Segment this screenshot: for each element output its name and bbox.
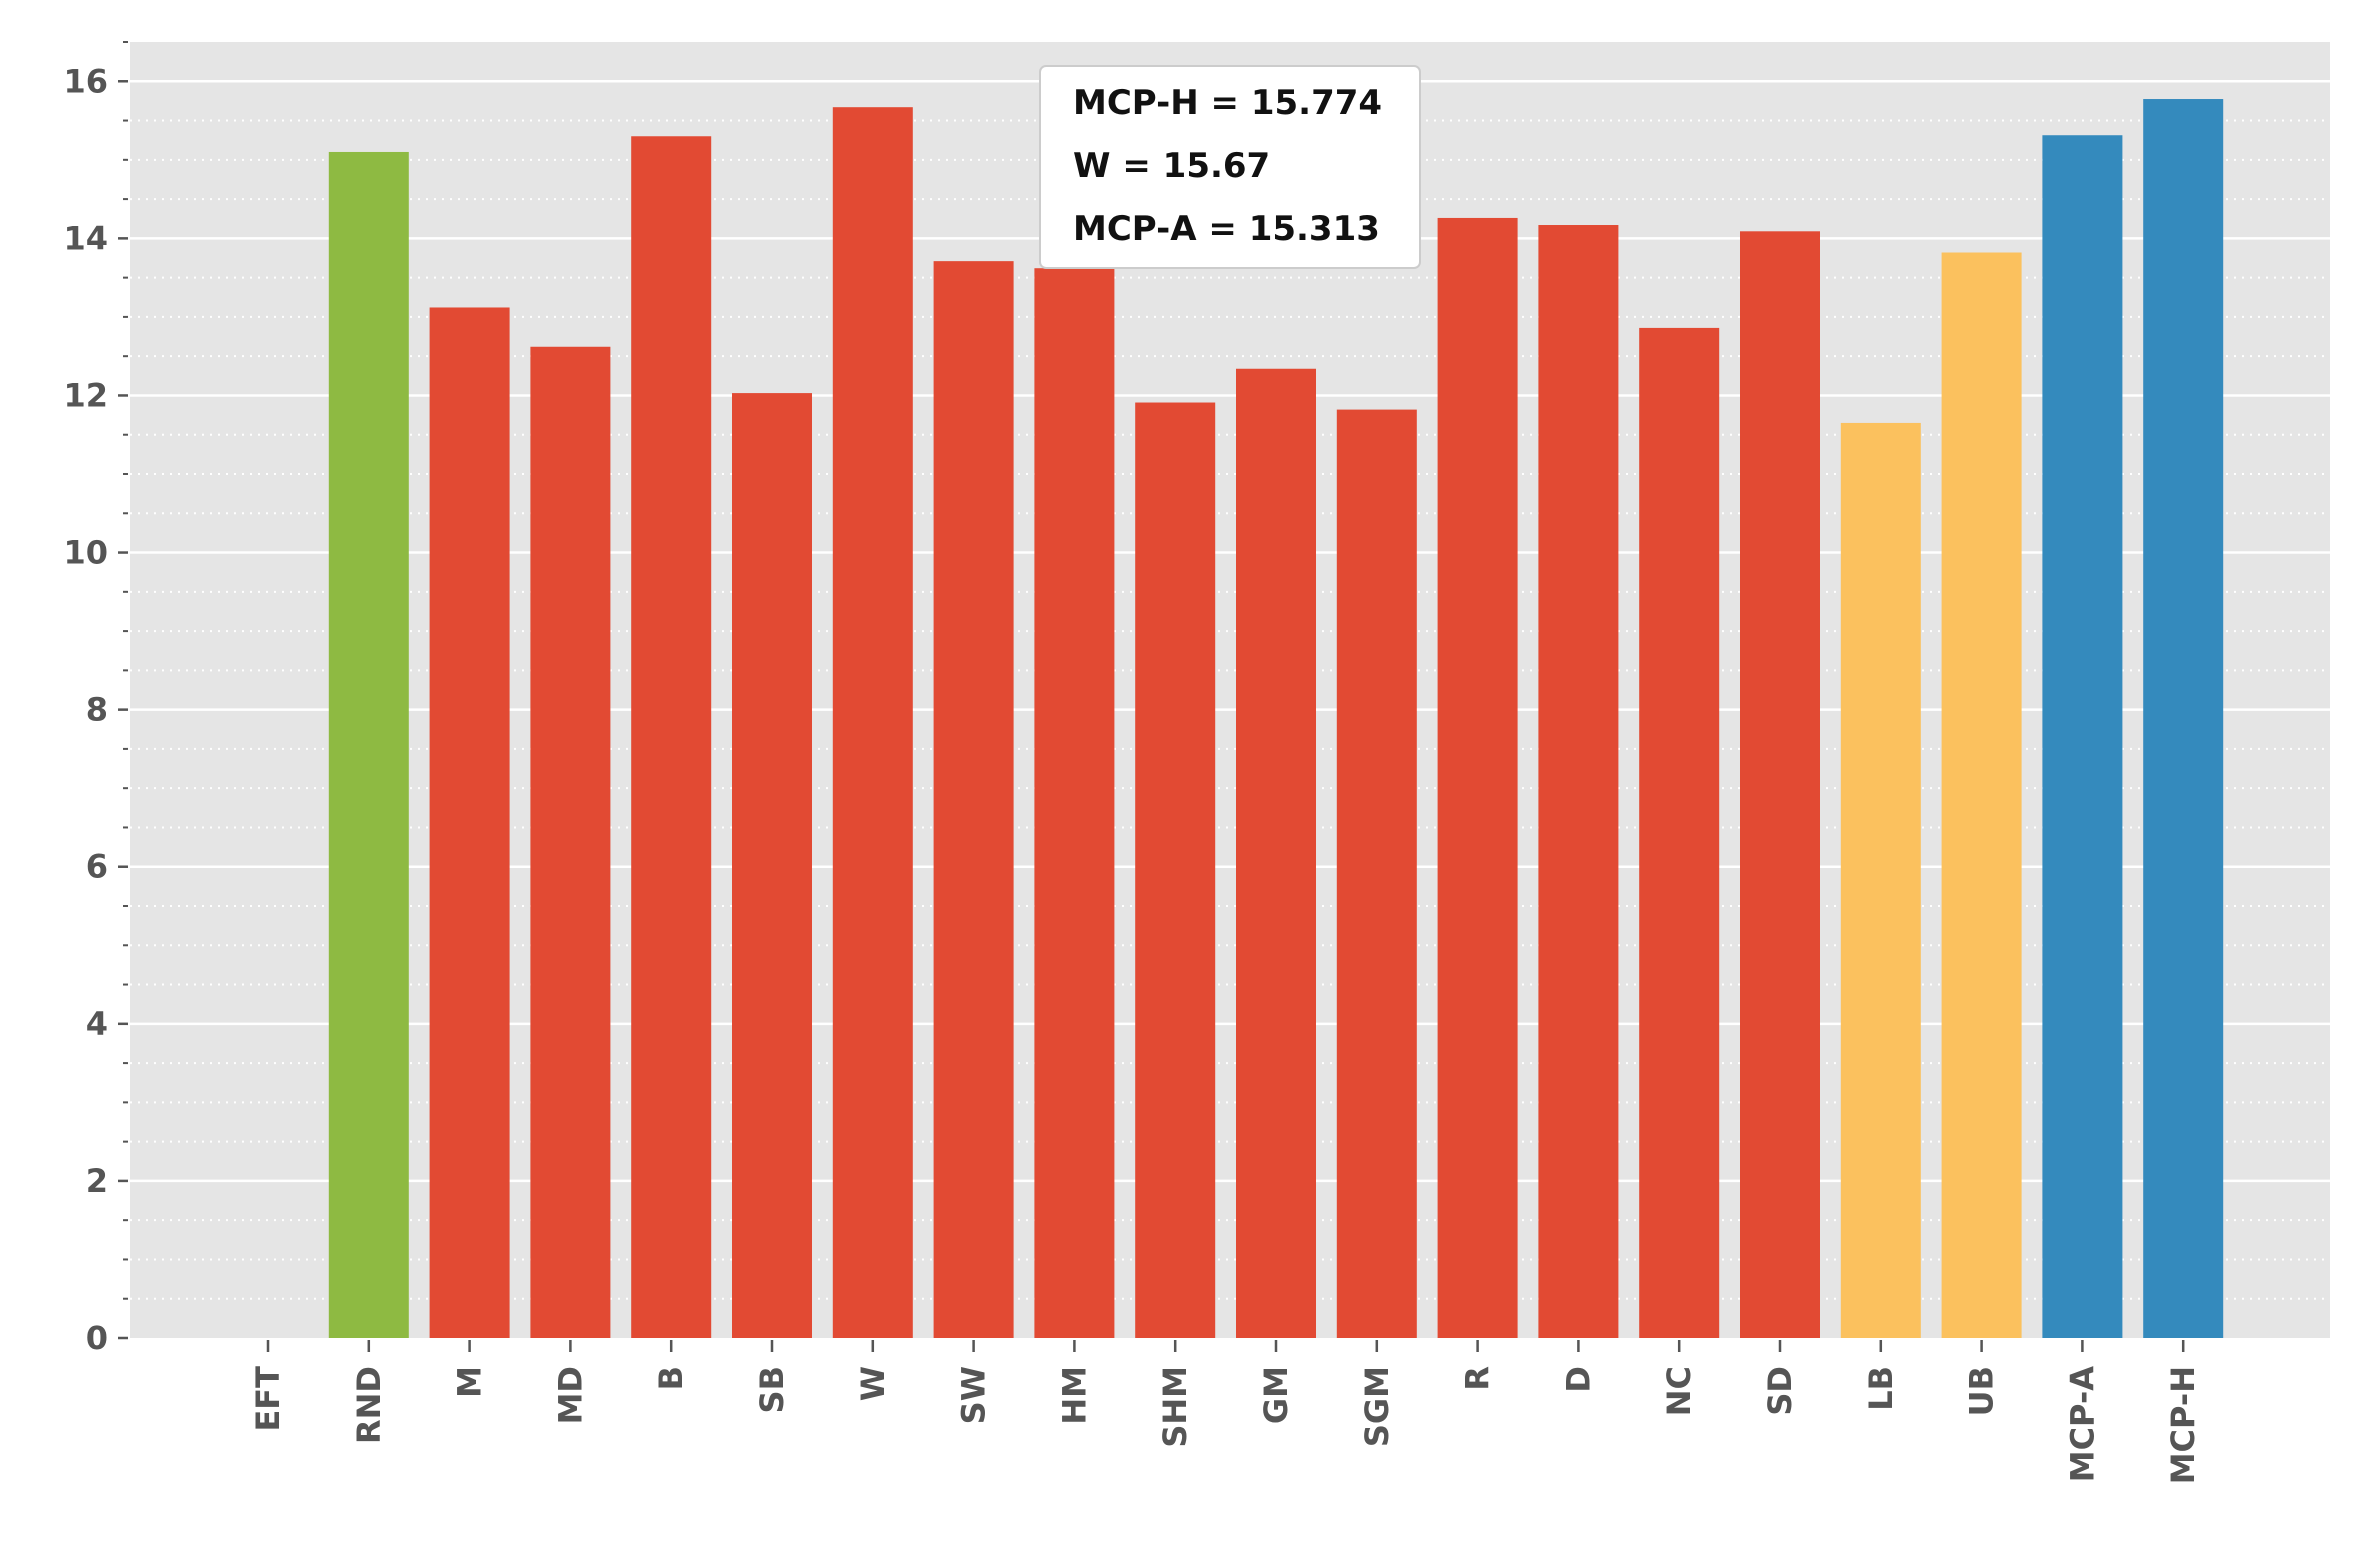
bar-nc — [1639, 327, 1720, 1338]
bar-rnd — [328, 151, 409, 1339]
x-tick-label-sd: SD — [1761, 1366, 1799, 1416]
x-tick-label-b: B — [652, 1366, 690, 1390]
bar-sd — [1740, 231, 1820, 1338]
x-tick-label-rnd: RND — [350, 1366, 388, 1444]
x-tick-label-ub: UB — [1963, 1366, 2001, 1416]
x-tick-label-lb: LB — [1862, 1366, 1900, 1411]
bar-sgm — [1336, 409, 1417, 1338]
y-tick-label: 2 — [86, 1162, 108, 1200]
x-tick-label-sw: SW — [955, 1366, 993, 1424]
y-tick-label: 16 — [63, 62, 108, 100]
x-axis: EFT RND M MD B SB W SW HM SHM GM SGM R D NC SD LB UB MCP-A… — [249, 1340, 2202, 1484]
y-tick-label: 6 — [86, 848, 108, 886]
annotation-line-1: MCP-H = 15.774 — [1073, 83, 1382, 123]
x-tick-label-r: R — [1459, 1366, 1497, 1391]
bar-b — [631, 136, 712, 1339]
bar-r — [1437, 217, 1518, 1339]
bar-ub — [1941, 252, 2022, 1338]
bar-lb — [1840, 422, 1921, 1339]
y-tick-label: 4 — [86, 1005, 108, 1043]
bar-md — [530, 346, 611, 1339]
bar-m — [429, 307, 510, 1338]
annotation-line-2: W = 15.67 — [1073, 146, 1270, 186]
x-tick-label-m: M — [451, 1366, 489, 1398]
y-tick-label: 8 — [86, 691, 108, 729]
x-tick-label-w: W — [854, 1366, 892, 1401]
y-axis: 0 2 4 6 8 10 12 14 16 — [63, 41, 128, 1357]
x-tick-label-md: MD — [551, 1366, 589, 1424]
bar-mcp-h — [2143, 99, 2224, 1338]
x-tick-label-sb: SB — [753, 1366, 791, 1413]
y-tick-label: 14 — [63, 219, 108, 257]
bar-sb — [732, 393, 812, 1339]
annotation-background — [1039, 65, 1421, 269]
x-tick-label-gm: GM — [1257, 1366, 1295, 1424]
bar-gm — [1236, 368, 1316, 1338]
bars — [328, 99, 2224, 1339]
y-tick-label: 10 — [63, 534, 108, 572]
bar-sw — [933, 261, 1014, 1338]
x-tick-label-hm: HM — [1055, 1366, 1093, 1425]
annotation-box: MCP-H = 15.774 W = 15.67 MCP-A = 15.313 — [1039, 65, 1421, 269]
bar-hm — [1034, 268, 1115, 1338]
annotation-line-3: MCP-A = 15.313 — [1073, 209, 1380, 249]
x-tick-label-d: D — [1559, 1366, 1597, 1393]
x-tick-label-eft: EFT — [249, 1366, 287, 1432]
x-tick-label-nc: NC — [1660, 1366, 1698, 1416]
y-tick-label: 0 — [86, 1319, 108, 1357]
y-tick-label: 12 — [63, 376, 108, 414]
x-tick-label-shm: SHM — [1156, 1366, 1194, 1448]
x-tick-label-sgm: SGM — [1358, 1366, 1396, 1447]
bar-mcp-a — [2042, 135, 2123, 1339]
x-tick-label-mcp-a: MCP-A — [2063, 1366, 2101, 1483]
x-tick-label-mcp-h: MCP-H — [2164, 1366, 2202, 1484]
bar-w — [832, 107, 913, 1338]
bar-shm — [1135, 402, 1216, 1338]
bar-d — [1538, 225, 1619, 1339]
